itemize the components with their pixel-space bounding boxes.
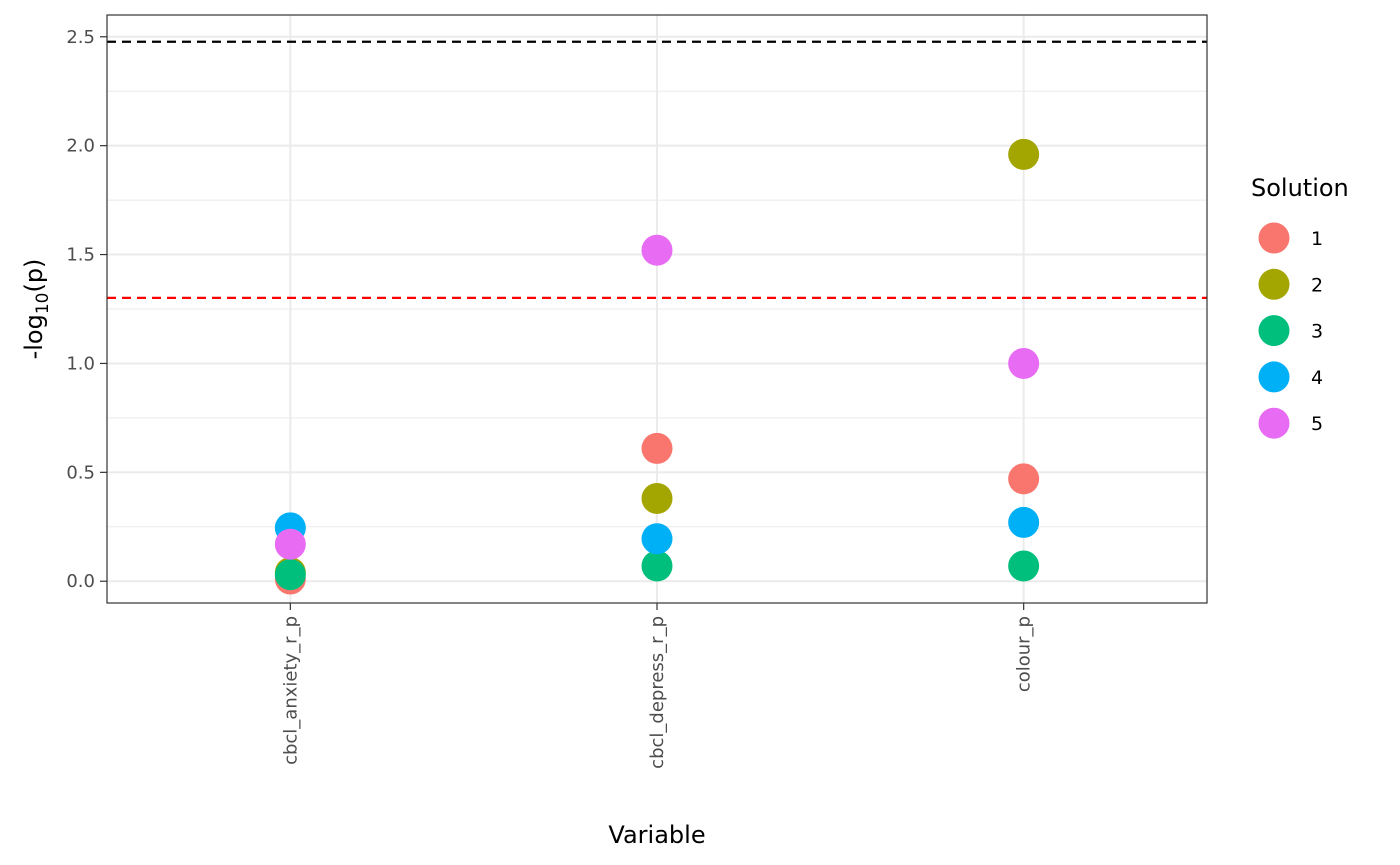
x-axis: cbcl_anxiety_r_p cbcl_depress_r_p colour_p (280, 603, 1035, 769)
legend-key (1258, 222, 1290, 254)
y-axis-title: -log10(p) (20, 259, 53, 360)
data-point-solution-5 (641, 234, 673, 266)
legend-item-solution-1: 1 (1258, 222, 1323, 254)
y-tick-label: 0.5 (66, 462, 95, 483)
data-point-solution-1 (641, 432, 673, 464)
legend-key (1258, 361, 1290, 393)
reference-lines (107, 40, 1207, 299)
data-point-solution-2 (1008, 138, 1040, 170)
y-axis-title-suffix: (p) (20, 259, 48, 293)
data-points (274, 138, 1040, 595)
x-axis-title: Variable (608, 821, 705, 849)
y-tick-label: 2.5 (66, 27, 95, 48)
legend-item-solution-4: 4 (1258, 361, 1323, 393)
y-tick-label: 2.0 (66, 136, 95, 157)
legend-key (1258, 315, 1290, 347)
legend-label: 4 (1311, 367, 1323, 389)
legend-key (1258, 407, 1290, 439)
y-axis-title-subscript: 10 (33, 293, 53, 315)
legend-item-solution-5: 5 (1258, 407, 1323, 439)
data-point-solution-1 (1008, 463, 1040, 495)
legend-label: 1 (1311, 228, 1323, 250)
y-tick-label: 0.0 (66, 571, 95, 592)
data-point-solution-4 (641, 523, 673, 555)
legend-item-solution-2: 2 (1258, 268, 1323, 300)
y-axis-title-prefix: -log (20, 314, 48, 359)
x-tick-label: cbcl_anxiety_r_p (280, 616, 301, 765)
legend-title: Solution (1251, 174, 1349, 202)
y-tick-label: 1.0 (66, 353, 95, 374)
data-point-solution-5 (274, 528, 306, 560)
data-point-solution-3 (641, 550, 673, 582)
legend-item-solution-3: 3 (1258, 315, 1323, 347)
y-tick-label: 1.5 (66, 245, 95, 266)
legend-label: 5 (1311, 413, 1323, 435)
legend-items: 1 2 3 4 5 (1258, 222, 1323, 439)
data-point-solution-5 (1008, 347, 1040, 379)
data-point-solution-2 (641, 482, 673, 514)
x-tick-label: cbcl_depress_r_p (647, 616, 668, 769)
data-point-solution-3 (274, 559, 306, 591)
y-axis: 0.0 0.5 1.0 1.5 2.0 2.5 (66, 27, 107, 592)
legend-label: 2 (1311, 274, 1323, 296)
data-point-solution-4 (1008, 506, 1040, 538)
data-point-solution-3 (1008, 550, 1040, 582)
legend: Solution 1 2 3 4 5 (1251, 174, 1349, 439)
x-tick-label: colour_p (1014, 616, 1035, 692)
legend-label: 3 (1311, 321, 1323, 343)
legend-key (1258, 268, 1290, 300)
